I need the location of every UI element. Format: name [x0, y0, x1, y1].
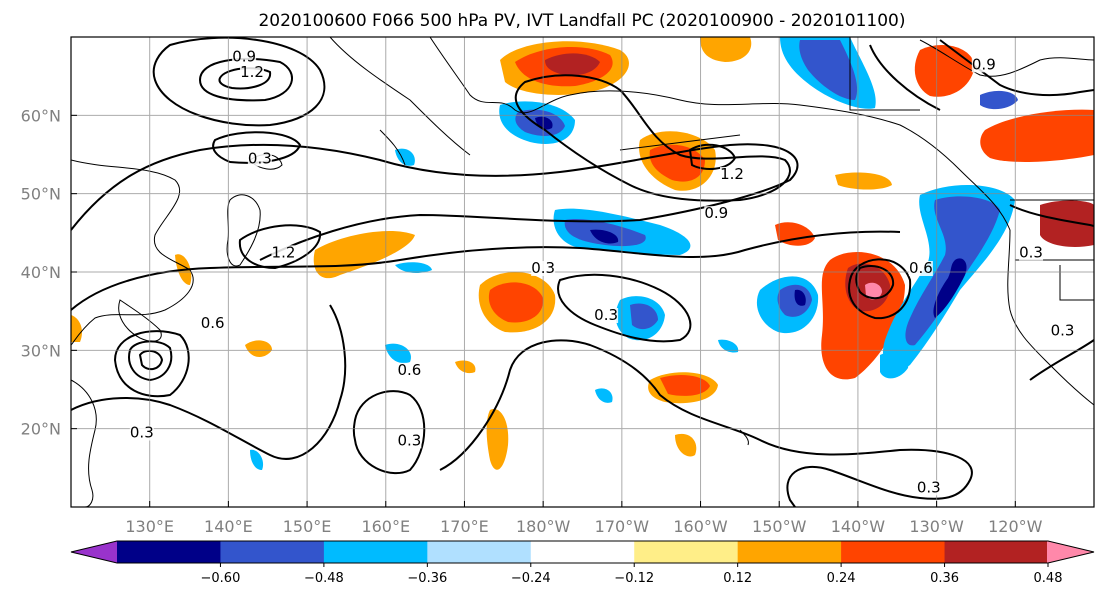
lon-tick-label: 160°W: [673, 517, 728, 536]
contour-label-bg: [1019, 245, 1044, 261]
contour-label: 0.6: [201, 314, 225, 332]
colorbar-tick-label: −0.12: [614, 571, 654, 586]
lon-tick-label: 180°W: [516, 517, 571, 536]
negative-anomaly-shading: [250, 37, 1018, 470]
contour-label-bg: [720, 167, 745, 182]
contour-label-bg: [916, 480, 941, 496]
contour-label-bg: [397, 362, 422, 378]
colorbar-tick-label: −0.24: [511, 571, 551, 586]
contour-label: 0.9: [972, 55, 996, 73]
contour-label: 0.6: [397, 361, 421, 379]
contour-label-bg: [239, 65, 264, 81]
colorbar-segment: [944, 541, 1049, 563]
lat-tick-label: 40°N: [21, 263, 61, 282]
latitude-axis: 60°N 50°N 40°N 30°N 20°N: [21, 106, 77, 439]
positive-anomaly-shading: [71, 37, 1094, 470]
contour-label: 0.3: [594, 306, 618, 324]
lon-tick-label: 150°E: [283, 517, 332, 536]
contour-label: 0.3: [130, 424, 154, 442]
longitude-axis: 130°E 140°E 150°E 160°E 170°E 180°W 170°W 160°W…: [125, 501, 1043, 536]
lat-tick-label: 50°N: [21, 185, 61, 204]
contour-label-bg: [232, 49, 257, 65]
contour-label: 0.3: [1051, 322, 1075, 340]
lon-tick-label: 170°E: [440, 517, 489, 536]
contour-label-bg: [397, 433, 422, 449]
colorbar-segment: [117, 541, 222, 563]
colorbar-outline: [70, 540, 1095, 564]
contour-label: 0.3: [917, 478, 941, 496]
contour-label-bg: [1050, 323, 1075, 339]
contour-label: 1.2: [272, 243, 296, 261]
colorbar-extend-low: [71, 541, 118, 563]
lon-tick-label: 150°W: [752, 517, 807, 536]
colorbar-tick-label: 0.24: [827, 571, 856, 586]
coastlines: [71, 37, 1094, 507]
contour-label-bg: [594, 308, 619, 323]
figure-title: 2020100600 F066 500 hPa PV, IVT Landfall…: [258, 11, 905, 31]
contour-label: 1.2: [720, 165, 744, 183]
lon-tick-label: 130°E: [125, 517, 174, 536]
lon-tick-label: 160°E: [361, 517, 410, 536]
contour-label-bg: [971, 57, 996, 73]
colorbar-tick-label: 0.48: [1034, 571, 1063, 586]
map-plot-area: 0.91.20.31.21.20.90.30.30.60.60.3 0.30.30…: [70, 36, 1095, 508]
lat-tick-label: 30°N: [21, 341, 61, 360]
contour-label: 0.3: [397, 431, 421, 449]
colorbar: −0.60 −0.48 −0.36 −0.24 −0.12 0.12 0.24 0.36 0.4…: [70, 540, 1095, 586]
contour-label: 1.2: [240, 63, 264, 81]
contour-label-bg: [704, 206, 729, 222]
pv-contours: [71, 37, 1094, 507]
colorbar-segment: [427, 541, 532, 563]
colorbar-tick-label: 0.12: [723, 571, 752, 586]
lon-tick-label: 170°W: [595, 517, 650, 536]
contour-label-bg: [908, 261, 933, 276]
contour-label-bg: [247, 151, 272, 167]
colorbar-segment: [530, 541, 635, 563]
contour-label-bg: [129, 425, 154, 441]
colorbar-segment: [841, 541, 946, 563]
contour-label-bg: [200, 315, 225, 331]
colorbar-tick-label: −0.48: [304, 571, 344, 586]
colorbar-tick-label: −0.60: [201, 571, 241, 586]
lon-tick-label: 130°W: [909, 517, 964, 536]
contour-labels: 0.91.20.31.21.20.90.30.30.60.60.3 0.30.30…: [129, 48, 1075, 496]
contour-label: 0.3: [531, 259, 555, 277]
contour-label-bg: [531, 261, 556, 276]
colorbar-segment: [323, 541, 428, 563]
colorbar-segment: [220, 541, 325, 563]
graticule: [71, 37, 1094, 507]
contour-label: 0.3: [248, 149, 272, 167]
lon-tick-label: 140°E: [204, 517, 253, 536]
lon-tick-label: 140°W: [831, 517, 886, 536]
colorbar-segment: [737, 541, 842, 563]
colorbar-tick-label: −0.36: [407, 571, 447, 586]
contour-label-bg: [271, 245, 296, 261]
colorbar-segment: [634, 541, 739, 563]
colorbar-extend-high: [1047, 541, 1094, 563]
lat-tick-label: 20°N: [21, 420, 61, 439]
contour-label: 0.6: [909, 259, 933, 277]
lon-tick-label: 120°W: [988, 517, 1043, 536]
lat-tick-label: 60°N: [21, 106, 61, 125]
contour-label: 0.9: [704, 204, 728, 222]
contour-label: 0.9: [232, 48, 256, 66]
contour-label: 0.3: [1019, 243, 1043, 261]
colorbar-tick-label: 0.36: [930, 571, 959, 586]
